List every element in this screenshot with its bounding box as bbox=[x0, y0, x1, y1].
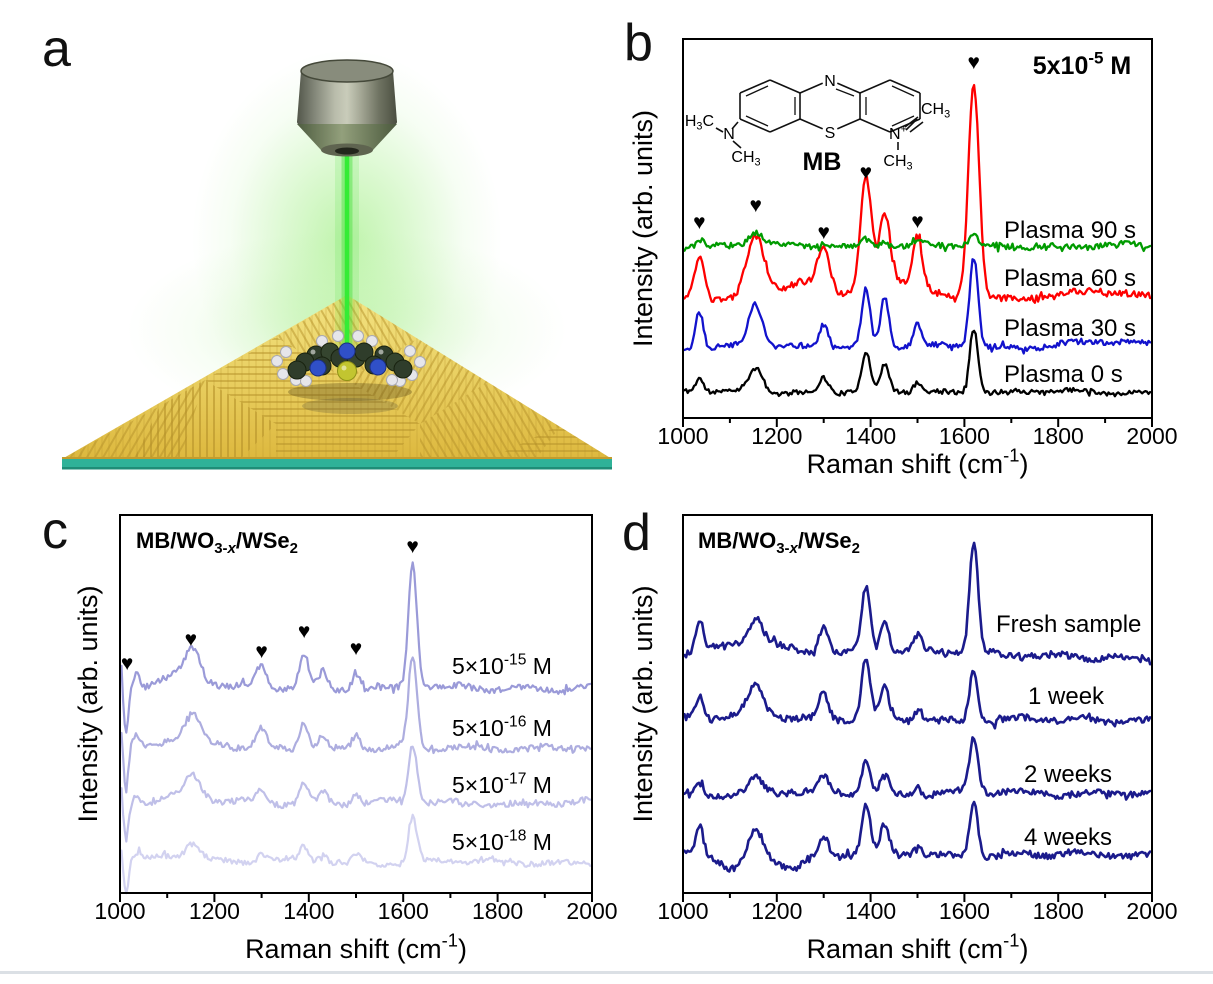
x-tick-label: 1600 bbox=[939, 898, 990, 924]
substrate-edge bbox=[62, 457, 612, 460]
x-tick-label: 1600 bbox=[378, 898, 429, 924]
x-tick-label: 1400 bbox=[845, 423, 896, 449]
x-tick-label: 2000 bbox=[566, 898, 617, 924]
panel-letter-d: d bbox=[622, 504, 651, 562]
x-tick-label: 1800 bbox=[1033, 423, 1084, 449]
series-label: Fresh sample bbox=[996, 611, 1141, 638]
bottom-divider-line bbox=[0, 971, 1213, 974]
lens-top bbox=[300, 59, 394, 83]
panel-letter-b: b bbox=[624, 14, 653, 72]
raman-plot-b: 1000 1200 1400 1600 1800 2000 Raman shift (cm-… bbox=[628, 38, 1178, 479]
peak-marker-heart: ♥ bbox=[350, 637, 362, 660]
series-label: Plasma 30 s bbox=[1004, 315, 1136, 342]
y-axis-title: Intensity (arb. units) bbox=[628, 585, 658, 822]
series-label: Plasma 0 s bbox=[1004, 361, 1123, 388]
y-axis-title: Intensity (arb. units) bbox=[73, 585, 103, 822]
objective-lens bbox=[297, 59, 397, 157]
spectrum-curve bbox=[120, 561, 592, 734]
x-tick-label: 1600 bbox=[939, 423, 990, 449]
series-label: 5×10-17 M bbox=[452, 770, 552, 798]
x-tick-label: 1000 bbox=[657, 423, 708, 449]
spectrum-curve bbox=[683, 800, 1152, 873]
nitrogen-atom bbox=[369, 358, 387, 376]
panel-a-illustration bbox=[62, 50, 612, 470]
peak-marker-heart: ♥ bbox=[255, 640, 267, 663]
series-label: Plasma 60 s bbox=[1004, 265, 1136, 292]
x-tick-label: 2000 bbox=[1126, 423, 1177, 449]
nitrogen-atom bbox=[309, 359, 327, 377]
atom-label-n-right: N+ bbox=[889, 123, 907, 143]
series-label: 5×10-15 M bbox=[452, 651, 552, 679]
series-label: 5×10-18 M bbox=[452, 827, 552, 855]
x-tick-label: 1200 bbox=[751, 898, 802, 924]
peak-marker-heart: ♥ bbox=[749, 194, 761, 217]
lens-aperture bbox=[335, 147, 359, 155]
series-label: 1 week bbox=[1028, 683, 1105, 710]
peak-marker-heart: ♥ bbox=[406, 535, 418, 558]
plot-title: MB/WO3-x/WSe2 bbox=[698, 528, 860, 557]
teal-base-layer bbox=[62, 459, 612, 469]
atom-label-n-left: N bbox=[723, 126, 735, 143]
spectrum-curve bbox=[683, 736, 1152, 801]
atom-label-s: S bbox=[825, 125, 836, 142]
peak-marker-heart: ♥ bbox=[817, 221, 829, 244]
x-axis-title: Raman shift (cm-1) bbox=[807, 445, 1029, 479]
peak-marker-heart: ♥ bbox=[298, 620, 310, 643]
molecule-3d bbox=[271, 330, 426, 387]
mb-structure-inset: N S N N+ H3C CH3 CH3 CH3 MB bbox=[685, 72, 950, 176]
molecule-name-label: MB bbox=[803, 148, 842, 176]
series-label: 5×10-16 M bbox=[452, 713, 552, 741]
peak-marker-heart: ♥ bbox=[911, 210, 923, 233]
group-label-ch3-right-top: CH3 bbox=[921, 101, 950, 121]
spectrum-curve bbox=[683, 541, 1152, 666]
x-tick-label: 1400 bbox=[283, 898, 334, 924]
series-label: 4 weeks bbox=[1024, 824, 1112, 851]
y-axis-title: Intensity (arb. units) bbox=[628, 110, 658, 347]
spectrum-curve bbox=[120, 656, 592, 794]
x-tick-label: 1800 bbox=[1033, 898, 1084, 924]
sulfur-atom bbox=[337, 361, 357, 381]
spectrum-curve bbox=[683, 658, 1152, 730]
group-label-h3c: H3C bbox=[685, 113, 714, 133]
series-label: Plasma 90 s bbox=[1004, 217, 1136, 244]
atom-label-n-top: N bbox=[824, 73, 836, 90]
peak-marker-heart: ♥ bbox=[185, 628, 197, 651]
x-axis-title: Raman shift (cm-1) bbox=[245, 930, 467, 964]
x-axis-title: Raman shift (cm-1) bbox=[807, 930, 1029, 964]
teal-base-shadow bbox=[62, 467, 612, 470]
panel-letter-a: a bbox=[42, 20, 71, 78]
peak-marker-heart: ♥ bbox=[121, 652, 133, 675]
raman-plot-d: 1000 1200 1400 1600 1800 2000 Raman shift (cm-… bbox=[628, 514, 1178, 964]
x-tick-label: 1200 bbox=[189, 898, 240, 924]
molecule-reflection bbox=[302, 398, 398, 414]
x-tick-label: 1400 bbox=[845, 898, 896, 924]
x-tick-label: 1800 bbox=[472, 898, 523, 924]
plot-title: 5x10-5 M bbox=[1033, 49, 1132, 81]
x-tick-label: 1000 bbox=[94, 898, 145, 924]
series-label: 2 weeks bbox=[1024, 761, 1112, 788]
peak-marker-heart: ♥ bbox=[693, 211, 705, 234]
group-label-ch3-left: CH3 bbox=[731, 149, 760, 169]
peak-marker-heart: ♥ bbox=[860, 161, 872, 184]
spectrum-curve bbox=[683, 258, 1152, 355]
spectrum-curve bbox=[120, 745, 592, 843]
peak-marker-heart: ♥ bbox=[968, 51, 980, 74]
spectrum-curve bbox=[683, 229, 1152, 253]
spectrum-curve bbox=[120, 813, 592, 895]
molecule-shadow bbox=[288, 383, 412, 401]
panel-letter-c: c bbox=[42, 502, 68, 560]
spectrum-curve bbox=[683, 329, 1152, 398]
plot-title: MB/WO3-x/WSe2 bbox=[136, 528, 298, 557]
x-tick-label: 1000 bbox=[657, 898, 708, 924]
raman-plots: 1000 1200 1400 1600 1800 2000 Raman shift (cm-… bbox=[73, 38, 1178, 964]
x-tick-label: 1200 bbox=[751, 423, 802, 449]
raman-plot-c: 1000 1200 1400 1600 1800 2000 Raman shift (cm-… bbox=[73, 514, 618, 964]
nitrogen-atom bbox=[338, 342, 356, 360]
spectrum-curve bbox=[683, 83, 1152, 304]
group-label-ch3-right-bottom: CH3 bbox=[883, 153, 912, 173]
x-tick-label: 2000 bbox=[1126, 898, 1177, 924]
